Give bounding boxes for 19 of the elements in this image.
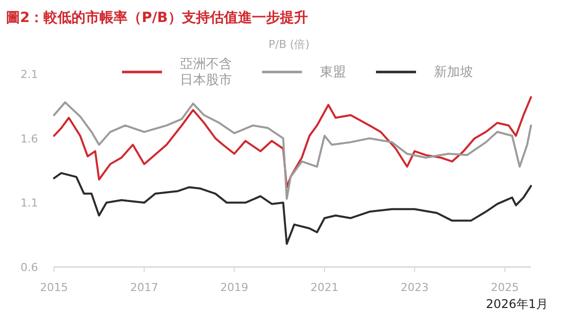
legend-label: 東盟 [320,65,346,80]
y-tick-label: 1.1 [20,196,38,210]
y-axis-title: P/B (倍) [268,38,310,51]
x-tick-label: 2015 [40,281,68,294]
x-tick-label: 2021 [310,281,339,294]
line-series [53,96,532,188]
line-series [53,172,532,245]
line-series [53,101,532,200]
x-tick-label: 2017 [130,281,158,294]
legend-label: 亞洲不含日本股市 [180,57,232,88]
chart-title: 圖2：較低的市帳率（P/B）支持估值進一步提升 [6,9,308,26]
y-tick-label: 1.6 [20,132,38,146]
y-tick-label: 2.1 [20,68,38,81]
x-tick-label: 2019 [220,281,248,294]
text: 2026年1月 [486,297,548,311]
y-tick-label: 0.6 [20,261,38,274]
legend-label: 新加坡 [434,65,473,80]
x-tick-label: 2023 [400,281,429,294]
x-tick-label: 2025 [490,281,519,294]
